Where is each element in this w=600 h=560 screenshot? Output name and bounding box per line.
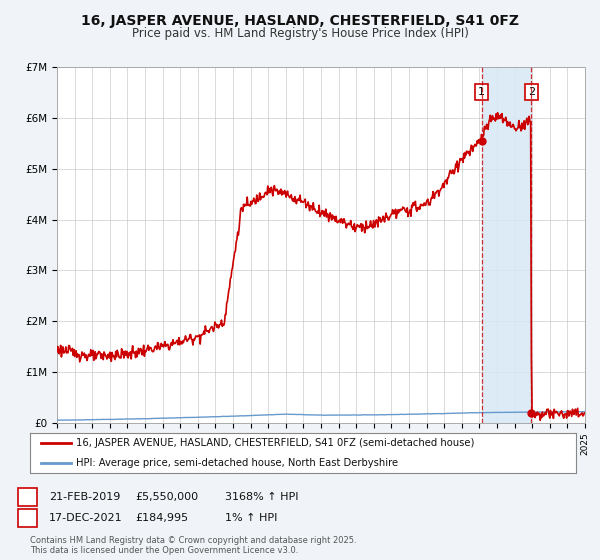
Text: Contains HM Land Registry data © Crown copyright and database right 2025.
This d: Contains HM Land Registry data © Crown c… bbox=[30, 536, 356, 555]
Text: Price paid vs. HM Land Registry's House Price Index (HPI): Price paid vs. HM Land Registry's House … bbox=[131, 27, 469, 40]
Text: 21-FEB-2019: 21-FEB-2019 bbox=[49, 492, 121, 502]
Text: 1: 1 bbox=[24, 492, 31, 502]
Text: HPI: Average price, semi-detached house, North East Derbyshire: HPI: Average price, semi-detached house,… bbox=[76, 458, 398, 468]
Text: 1% ↑ HPI: 1% ↑ HPI bbox=[225, 513, 277, 523]
Text: £5,550,000: £5,550,000 bbox=[135, 492, 198, 502]
Text: 16, JASPER AVENUE, HASLAND, CHESTERFIELD, S41 0FZ (semi-detached house): 16, JASPER AVENUE, HASLAND, CHESTERFIELD… bbox=[76, 438, 475, 449]
Text: 17-DEC-2021: 17-DEC-2021 bbox=[49, 513, 123, 523]
Text: 2: 2 bbox=[528, 87, 535, 97]
Text: 16, JASPER AVENUE, HASLAND, CHESTERFIELD, S41 0FZ: 16, JASPER AVENUE, HASLAND, CHESTERFIELD… bbox=[81, 14, 519, 28]
Text: £184,995: £184,995 bbox=[135, 513, 188, 523]
Bar bbox=[482, 67, 532, 423]
Text: 2: 2 bbox=[24, 513, 31, 523]
Text: 3168% ↑ HPI: 3168% ↑ HPI bbox=[225, 492, 299, 502]
Text: 1: 1 bbox=[478, 87, 485, 97]
